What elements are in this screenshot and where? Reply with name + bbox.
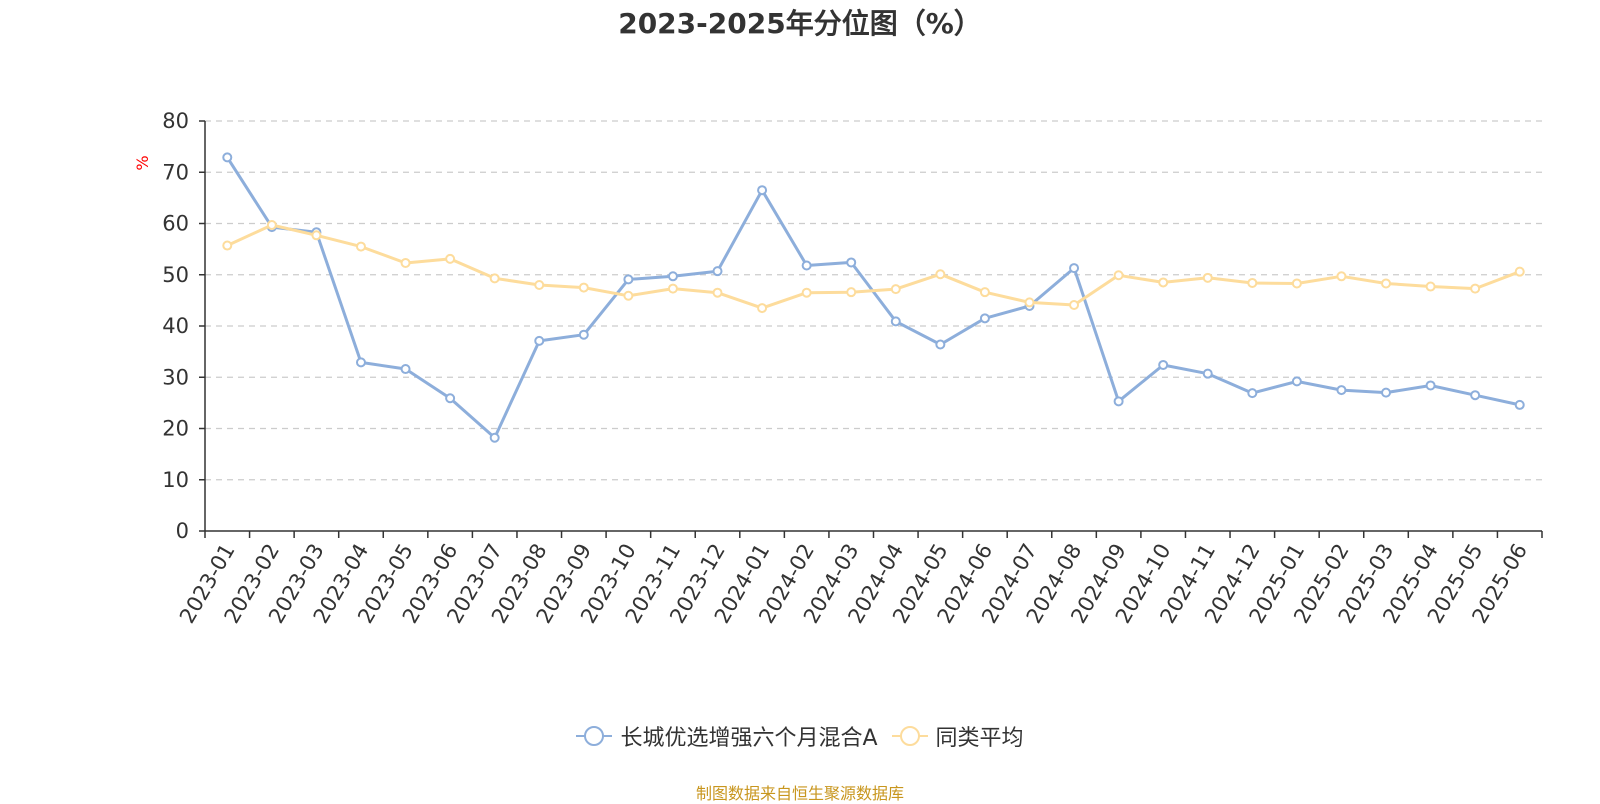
chart-title: 2023-2025年分位图（%） (618, 7, 982, 40)
data-point-series-2-2025-06 (1514, 266, 1525, 277)
y-tick-label-60: 60 (162, 212, 189, 236)
legend-marker-circle-2 (899, 726, 920, 746)
data-point-series-1-2023-11 (667, 271, 678, 282)
data-point-series-1-2024-03 (846, 257, 857, 268)
data-point-series-2-2023-04 (355, 241, 366, 252)
data-point-series-2-2024-02 (801, 287, 812, 298)
legend-item-series-1[interactable]: 长城优选增强六个月混合A (576, 720, 878, 752)
data-point-series-1-2025-06 (1514, 399, 1525, 410)
data-point-series-1-2023-04 (355, 357, 366, 368)
data-point-series-2-2024-10 (1158, 277, 1169, 288)
data-point-series-1-2024-10 (1158, 359, 1169, 370)
data-point-series-1-2023-12 (712, 266, 723, 277)
legend-label-series-1: 长城优选增强六个月混合A (620, 726, 878, 751)
data-point-series-2-2023-07 (489, 273, 500, 284)
data-point-series-1-2024-09 (1113, 396, 1124, 407)
y-tick-label-50: 50 (162, 263, 189, 287)
data-point-series-2-2024-04 (890, 284, 901, 295)
legend-marker-series-1 (576, 726, 613, 746)
legend-label-series-2: 同类平均 (935, 726, 1024, 751)
data-point-series-1-2023-01 (222, 152, 233, 163)
data-point-series-1-2024-05 (935, 339, 946, 350)
data-point-series-1-2023-06 (445, 393, 456, 404)
data-point-series-1-2024-02 (801, 260, 812, 271)
data-point-series-1-2023-09 (578, 329, 589, 340)
data-point-series-2-2025-05 (1470, 283, 1481, 294)
data-point-series-1-2023-08 (534, 335, 545, 346)
data-point-series-1-2024-04 (890, 316, 901, 327)
data-point-series-1-2025-03 (1381, 387, 1392, 398)
data-point-series-2-2025-02 (1336, 271, 1347, 282)
data-point-series-1-2024-06 (979, 313, 990, 324)
data-point-series-1-2023-05 (400, 364, 411, 375)
legend-item-series-2[interactable]: 同类平均 (891, 720, 1024, 752)
legend: 长城优选增强六个月混合A 同类平均 (0, 720, 1600, 752)
data-point-series-1-2024-11 (1202, 368, 1213, 379)
data-point-series-2-2023-03 (311, 230, 322, 241)
y-tick-label-40: 40 (162, 314, 189, 338)
data-point-series-1-2024-01 (757, 185, 768, 196)
data-point-series-2-2023-01 (222, 240, 233, 251)
y-tick-label-80: 80 (162, 109, 189, 133)
data-point-series-1-2024-08 (1069, 263, 1080, 274)
data-point-series-2-2025-03 (1381, 278, 1392, 289)
data-point-series-1-2025-02 (1336, 385, 1347, 396)
data-point-series-2-2023-10 (623, 290, 634, 301)
data-point-series-2-2024-08 (1069, 299, 1080, 310)
y-tick-label-70: 70 (162, 160, 189, 184)
data-point-series-2-2023-12 (712, 287, 723, 298)
y-axis-unit-label: % (133, 155, 152, 170)
line-chart: 01020304050607080%2023-012023-022023-032… (133, 109, 1543, 627)
y-tick-label-10: 10 (162, 468, 189, 492)
data-point-series-2-2024-09 (1113, 270, 1124, 281)
data-point-series-2-2025-04 (1425, 281, 1436, 292)
data-point-series-1-2024-12 (1247, 388, 1258, 399)
data-point-series-2-2024-01 (757, 303, 768, 314)
data-point-series-2-2024-06 (979, 287, 990, 298)
data-point-series-2-2023-06 (445, 253, 456, 264)
data-point-series-1-2025-05 (1470, 390, 1481, 401)
data-point-series-2-2023-11 (667, 283, 678, 294)
data-point-series-1-2025-04 (1425, 380, 1436, 391)
data-point-series-1-2023-07 (489, 432, 500, 443)
data-point-series-2-2024-11 (1202, 272, 1213, 283)
data-point-series-1-2023-10 (623, 274, 634, 285)
series-line-1 (226, 156, 1521, 440)
y-tick-label-20: 20 (162, 417, 189, 441)
legend-marker-circle-1 (584, 726, 605, 746)
data-point-series-2-2023-02 (266, 220, 277, 231)
data-point-series-2-2024-03 (846, 287, 857, 298)
legend-marker-series-2 (891, 726, 928, 746)
data-point-series-2-2023-08 (534, 280, 545, 290)
data-point-series-2-2024-12 (1247, 277, 1258, 288)
data-point-series-2-2024-07 (1024, 297, 1035, 308)
y-tick-label-0: 0 (176, 519, 189, 543)
data-point-series-1-2025-01 (1291, 376, 1302, 387)
series-line-2 (226, 223, 1521, 310)
data-point-series-2-2023-05 (400, 257, 411, 268)
data-point-series-2-2023-09 (578, 282, 589, 293)
data-point-series-2-2024-05 (935, 269, 946, 280)
data-point-series-2-2025-01 (1291, 278, 1302, 289)
source-note: 制图数据来自恒生聚源数据库 (695, 784, 904, 803)
y-tick-label-30: 30 (162, 365, 189, 389)
